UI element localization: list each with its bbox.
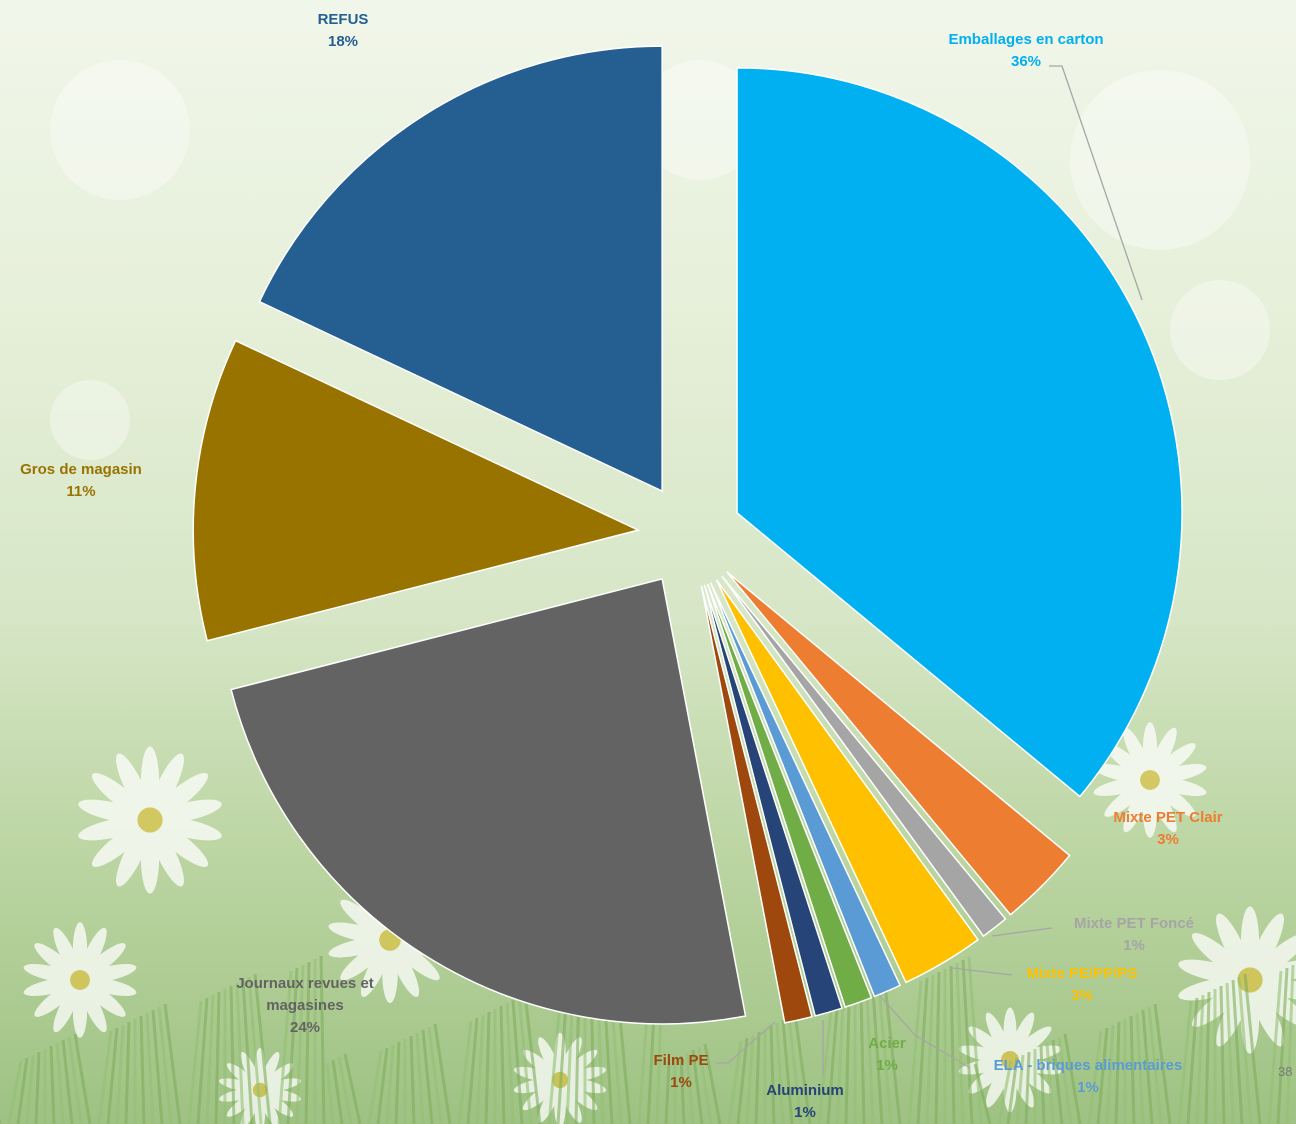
slice-label: Mixte PET Foncé 1% — [1074, 915, 1194, 954]
pie-slice-refus — [258, 45, 663, 493]
slice-label: Film PE 1% — [653, 1052, 708, 1091]
leader-line — [1049, 65, 1143, 301]
slice-label: REFUS 18% — [318, 11, 369, 50]
leader-line — [879, 995, 971, 1069]
slice-label: Emballages en carton 36% — [948, 31, 1103, 70]
pie-slice-gros-de-magasin — [192, 339, 641, 642]
page-number: 38 — [1278, 1064, 1293, 1079]
pie-slice-film-pe — [700, 585, 813, 1024]
slice-label: Aluminium 1% — [766, 1082, 844, 1121]
leader-line — [716, 1021, 776, 1064]
pie-slice-emballages-en-carton — [736, 67, 1183, 798]
slice-label: Journaux revues et magasines 24% — [236, 975, 374, 1036]
pie-slice-aluminium — [703, 584, 843, 1017]
leader-line — [991, 927, 1053, 937]
pie-slice-mixte-pet-fonc- — [721, 575, 1007, 938]
slice-label: Mixte PET Clair 3% — [1113, 809, 1222, 848]
slice-label: ELA - briques alimentaires 1% — [994, 1057, 1183, 1096]
leader-line — [951, 967, 1013, 976]
pie-slice-ela-briques-alimentaires — [709, 582, 902, 998]
pie-slice-mixte-pet-clair — [726, 571, 1071, 916]
pie-slice-acier — [706, 583, 873, 1009]
slice-label: Gros de magasin 11% — [20, 461, 142, 500]
pie-slice-mixte-pe-pp-ps — [715, 579, 980, 984]
pie-slice-journaux-revues-et-magasines — [230, 577, 747, 1025]
slice-label: Acier 1% — [868, 1035, 906, 1074]
slice-label: Mixte PE/PP/PS 3% — [1027, 965, 1138, 1004]
